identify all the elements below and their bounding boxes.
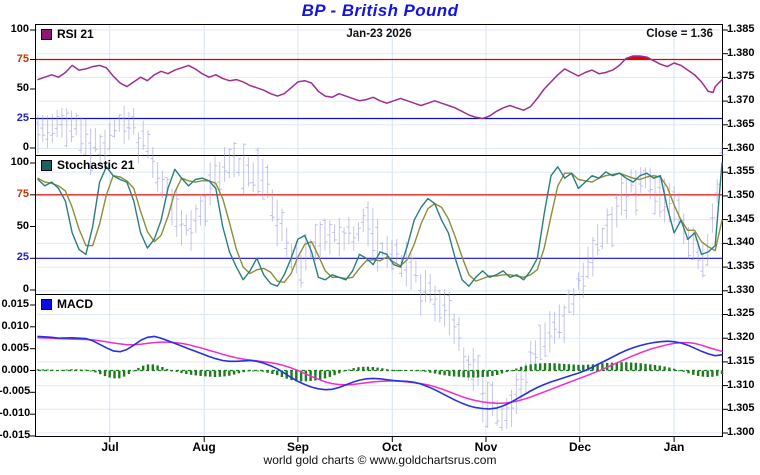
y-axis-tick-label: 0.010 (1, 320, 29, 332)
price-axis-tick-label: 1.325 (727, 307, 755, 319)
x-axis-month-label: Jan (663, 440, 685, 454)
rsi-legend-swatch-icon (41, 28, 52, 40)
price-axis-tick-label: 1.370 (727, 94, 755, 106)
y-axis-tick-label: -0.015 (0, 429, 31, 441)
grid-layer (30, 24, 728, 442)
y-axis-tick-label: 100 (10, 156, 29, 168)
price-bars-layer (35, 105, 725, 431)
x-axis-month-label: Jul (101, 440, 119, 454)
y-axis-tick-label: 50 (16, 82, 29, 94)
y-axis-tick-label: 25 (16, 251, 29, 263)
y-axis-tick-label: 100 (10, 23, 29, 35)
price-axis-tick-label: 1.310 (727, 379, 755, 391)
y-axis-tick-label: -0.010 (0, 407, 31, 419)
y-axis-tick-label: 0 (22, 141, 29, 153)
legend-stochastic: Stochastic 21 (41, 158, 134, 172)
legend-rsi: RSI 21 (41, 27, 94, 41)
x-axis-month-label: Aug (192, 440, 216, 454)
y-axis-tick-label: 0.015 (1, 298, 29, 310)
price-axis-tick-label: 1.345 (727, 213, 755, 225)
x-axis-month-label: Oct (381, 440, 402, 454)
macd-legend-swatch-icon (41, 298, 52, 310)
y-axis-tick-label: 50 (16, 220, 29, 232)
price-axis-tick-label: 1.305 (727, 402, 755, 414)
y-axis-tick-label: -0.005 (0, 385, 31, 397)
price-axis-tick-label: 1.385 (727, 23, 755, 35)
x-axis-month-label: Nov (474, 440, 498, 454)
y-axis-tick-label: 75 (16, 188, 29, 200)
indicator-layer (36, 55, 724, 410)
legend-macd: MACD (41, 297, 93, 311)
price-axis-tick-label: 1.335 (727, 260, 755, 272)
price-axis-tick-label: 1.330 (727, 284, 755, 296)
price-axis-tick-label: 1.375 (727, 70, 755, 82)
y-axis-tick-label: 25 (16, 112, 29, 124)
x-axis-month-label: Sep (286, 440, 309, 454)
page-title: BP - British Pound (301, 1, 459, 20)
price-axis-tick-label: 1.360 (727, 142, 755, 154)
stochastic-legend-swatch-icon (41, 159, 52, 171)
stochastic-legend-label: Stochastic 21 (57, 158, 135, 172)
price-axis-tick-label: 1.380 (727, 47, 755, 59)
price-axis-tick-label: 1.355 (727, 165, 755, 177)
y-axis-tick-label: 0.005 (1, 342, 29, 354)
y-axis-tick-label: 75 (16, 53, 29, 65)
price-axis-tick-label: 1.340 (727, 236, 755, 248)
price-axis-tick-label: 1.350 (727, 189, 755, 201)
date-label: Jan-23 2026 (346, 28, 412, 40)
macd-legend-label: MACD (57, 297, 93, 311)
plot-area: Jan-23 2026 Close = 1.36 RSI 21 Stochast… (0, 23, 755, 454)
rsi-legend-label: RSI 21 (57, 27, 94, 41)
price-axis-tick-label: 1.300 (727, 426, 755, 438)
price-axis-tick-label: 1.315 (727, 355, 755, 367)
y-axis-tick-label: 0.000 (1, 364, 29, 376)
close-value-label: Close = 1.36 (646, 28, 713, 40)
y-axis-tick-label: 0 (22, 283, 29, 295)
price-axis-tick-label: 1.365 (727, 118, 755, 130)
footer-credit: world gold charts © www.goldchartsrus.co… (263, 453, 497, 467)
x-axis-month-label: Dec (568, 440, 591, 454)
price-axis-tick-label: 1.320 (727, 331, 755, 343)
